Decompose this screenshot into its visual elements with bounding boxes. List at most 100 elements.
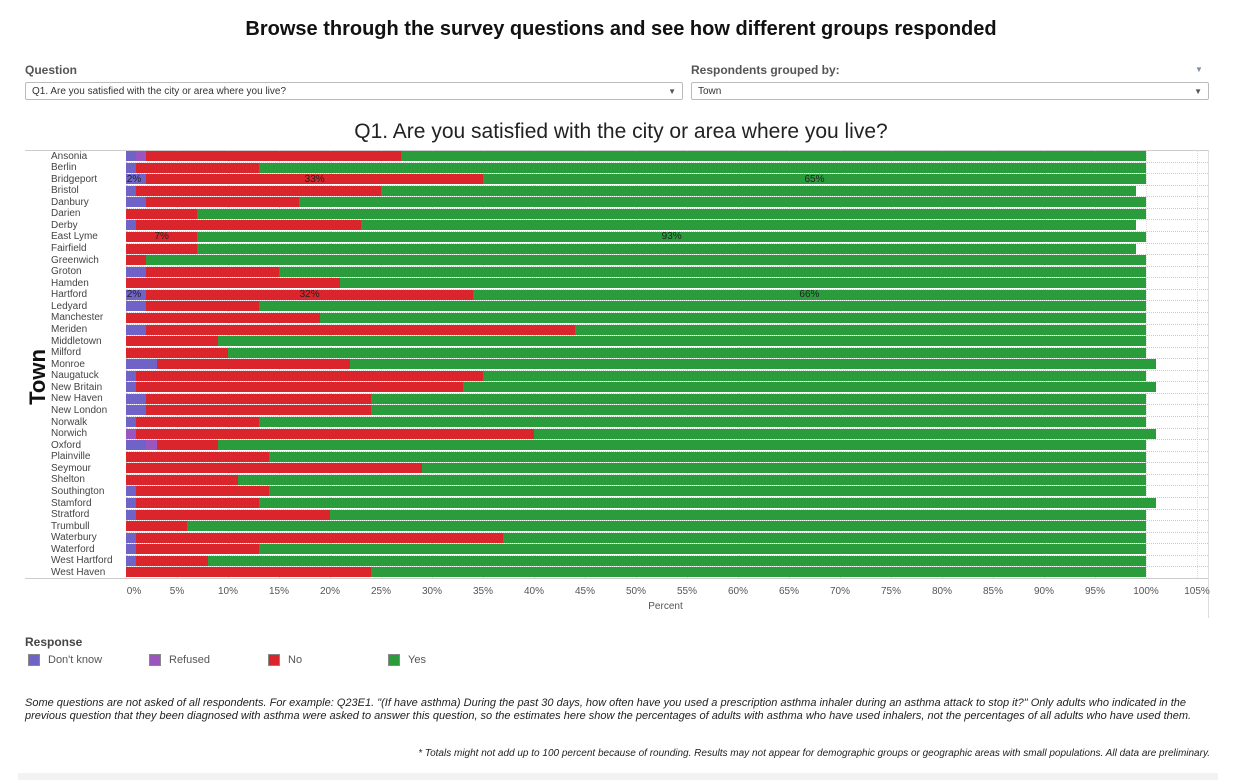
row-label-new-britain: New Britain	[51, 381, 103, 393]
bar-segment-don-t-know	[126, 382, 137, 393]
legend-item[interactable]: Refused	[149, 654, 210, 666]
row-label-naugatuck: Naugatuck	[51, 370, 99, 382]
bar-segment-don-t-know	[126, 370, 137, 381]
row-label-darien: Darien	[51, 208, 81, 220]
legend-title: Response	[25, 635, 83, 649]
bar-segment-no	[146, 405, 371, 416]
x-tick-label: 100%	[1133, 586, 1159, 597]
row-label-greenwich: Greenwich	[51, 254, 99, 266]
row-label-trumbull: Trumbull	[51, 520, 90, 532]
row-separator	[126, 427, 1208, 429]
bar-segment-yes	[299, 197, 1146, 208]
row-label-ansonia: Ansonia	[51, 150, 88, 162]
x-axis-line	[25, 578, 1208, 579]
x-tick-label: 30%	[421, 586, 443, 597]
x-tick-label: 90%	[1033, 586, 1055, 597]
bar-segment-don-t-know	[126, 324, 147, 335]
gridline	[1197, 150, 1198, 578]
row-label-new-haven: New Haven	[51, 393, 103, 405]
row-separator	[126, 543, 1208, 545]
row-label-bridgeport: Bridgeport	[51, 173, 98, 185]
data-label: 65%	[804, 173, 825, 185]
row-separator	[126, 566, 1208, 568]
bar-segment-yes	[350, 359, 1157, 370]
bar-segment-no	[136, 544, 259, 555]
bar-segment-no	[126, 243, 198, 254]
row-label-middletown: Middletown	[51, 335, 102, 347]
row-separator	[126, 300, 1208, 302]
menu-arrow-icon[interactable]: ▼	[1195, 65, 1203, 74]
bar-segment-no	[126, 474, 239, 485]
bar-segment-don-t-know	[126, 266, 147, 277]
bar-segment-no	[136, 185, 381, 196]
bar-segment-no	[146, 174, 483, 185]
legend-label: Refused	[169, 654, 210, 666]
bar-segment-yes	[330, 509, 1146, 520]
bar-segment-don-t-know	[126, 532, 137, 543]
row-separator	[126, 404, 1208, 406]
x-tick-label: 70%	[829, 586, 851, 597]
row-separator	[126, 497, 1208, 499]
bar-segment-no	[136, 555, 208, 566]
x-tick-label: 25%	[370, 586, 392, 597]
bar-segment-no	[136, 220, 361, 231]
bar-segment-no	[156, 440, 218, 451]
row-label-stamford: Stamford	[51, 497, 92, 509]
legend-item[interactable]: Yes	[388, 654, 426, 666]
row-label-hartford: Hartford	[51, 289, 88, 301]
x-tick-label: 20%	[319, 586, 341, 597]
x-tick-label: 105%	[1184, 586, 1210, 597]
chart-top-border	[25, 150, 1208, 151]
row-separator	[126, 335, 1208, 337]
row-separator	[126, 416, 1208, 418]
x-tick-label: 50%	[625, 586, 647, 597]
group-dropdown-value: Town	[698, 86, 722, 97]
group-dropdown[interactable]: Town ▼	[691, 82, 1209, 100]
page-title: Browse through the survey questions and …	[245, 18, 997, 40]
row-separator	[126, 520, 1208, 522]
row-label-waterford: Waterford	[51, 543, 95, 555]
legend-swatch	[268, 654, 280, 666]
bar-segment-no	[136, 417, 259, 428]
bar-segment-don-t-know	[126, 359, 157, 370]
legend-item[interactable]: Don't know	[28, 654, 102, 666]
bar-segment-yes	[370, 405, 1146, 416]
bar-segment-don-t-know	[126, 393, 147, 404]
x-tick-label: 35%	[472, 586, 494, 597]
row-separator	[126, 508, 1208, 510]
bar-segment-yes	[228, 347, 1146, 358]
row-label-west-haven: West Haven	[51, 566, 106, 578]
x-tick-label: 45%	[574, 586, 596, 597]
chevron-down-icon: ▼	[668, 87, 676, 96]
row-label-shelton: Shelton	[51, 474, 85, 486]
data-label: 66%	[799, 289, 820, 301]
row-label-waterbury: Waterbury	[51, 532, 97, 544]
bar-segment-don-t-know	[126, 417, 137, 428]
bar-segment-yes	[574, 324, 1146, 335]
bar-segment-yes	[197, 231, 1146, 242]
bar-segment-yes	[370, 567, 1146, 578]
bar-segment-no	[136, 498, 259, 509]
row-separator	[126, 485, 1208, 487]
bar-segment-no	[146, 324, 575, 335]
x-tick-label: 10%	[217, 586, 239, 597]
row-label-manchester: Manchester	[51, 312, 104, 324]
legend-item[interactable]: No	[268, 654, 302, 666]
row-separator	[126, 196, 1208, 198]
data-label: 7%	[154, 231, 169, 243]
bar-segment-yes	[319, 312, 1146, 323]
bar-segment-yes	[268, 486, 1146, 497]
bar-segment-yes	[381, 185, 1136, 196]
bar-segment-don-t-know	[126, 301, 147, 312]
row-label-groton: Groton	[51, 266, 82, 278]
row-label-norwalk: Norwalk	[51, 416, 88, 428]
bar-segment-yes	[207, 555, 1146, 566]
bar-segment-don-t-know	[126, 162, 137, 173]
bar-segment-no	[126, 312, 320, 323]
row-label-seymour: Seymour	[51, 462, 92, 474]
question-dropdown[interactable]: Q1. Are you satisfied with the city or a…	[25, 82, 683, 100]
bar-segment-no	[136, 382, 463, 393]
x-tick-label: 75%	[880, 586, 902, 597]
bar-segment-refused	[136, 151, 147, 161]
